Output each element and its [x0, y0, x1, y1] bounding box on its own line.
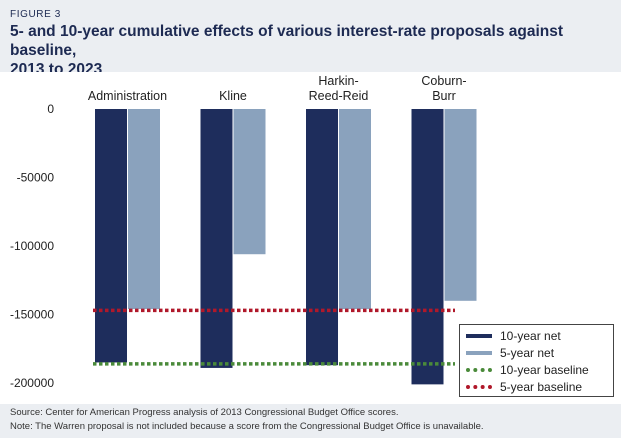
legend-item-10-year-net: 10-year net: [466, 328, 561, 344]
legend-label: 10-year net: [500, 329, 561, 343]
legend-label: 5-year baseline: [500, 380, 583, 394]
legend-label: 10-year baseline: [500, 363, 589, 377]
bar-10-year: [200, 109, 233, 368]
y-tick-label: 0: [47, 102, 54, 116]
source-note: Source: Center for American Progress ana…: [10, 407, 399, 418]
title-line-1: 5- and 10-year cumulative effects of var…: [10, 23, 564, 59]
y-tick-label: -100000: [10, 239, 54, 253]
bar-5-year: [444, 109, 477, 301]
bar-10-year: [95, 109, 127, 363]
category-label: Burr: [432, 89, 456, 103]
category-label: Harkin-: [318, 74, 358, 88]
bar-5-year: [233, 109, 266, 255]
legend-item-5-year-baseline: 5-year baseline: [466, 379, 582, 395]
category-label: Administration: [88, 89, 167, 103]
footnote: Note: The Warren proposal is not include…: [10, 421, 484, 432]
legend-swatch-10-year-baseline: [466, 368, 492, 372]
legend-swatch-5-year-baseline: [466, 385, 492, 389]
legend-swatch-5-year-net: [466, 351, 492, 355]
y-tick-label: -150000: [10, 308, 54, 322]
y-tick-label: -200000: [10, 376, 54, 390]
bar-10-year: [306, 109, 338, 366]
bar-10-year: [411, 109, 444, 385]
legend-item-5-year-net: 5-year net: [466, 345, 554, 361]
legend: 10-year net 5-year net 10-year baseline …: [459, 324, 614, 397]
category-label: Coburn-: [421, 74, 466, 88]
figure-label: FIGURE 3: [10, 9, 61, 20]
bar-5-year: [128, 109, 160, 310]
bar-5-year: [339, 109, 371, 310]
y-tick-label: -50000: [17, 171, 55, 185]
legend-item-10-year-baseline: 10-year baseline: [466, 362, 589, 378]
category-label: Kline: [219, 89, 247, 103]
legend-label: 5-year net: [500, 346, 555, 360]
legend-swatch-10-year-net: [466, 334, 492, 338]
category-label: Reed-Reid: [309, 89, 369, 103]
